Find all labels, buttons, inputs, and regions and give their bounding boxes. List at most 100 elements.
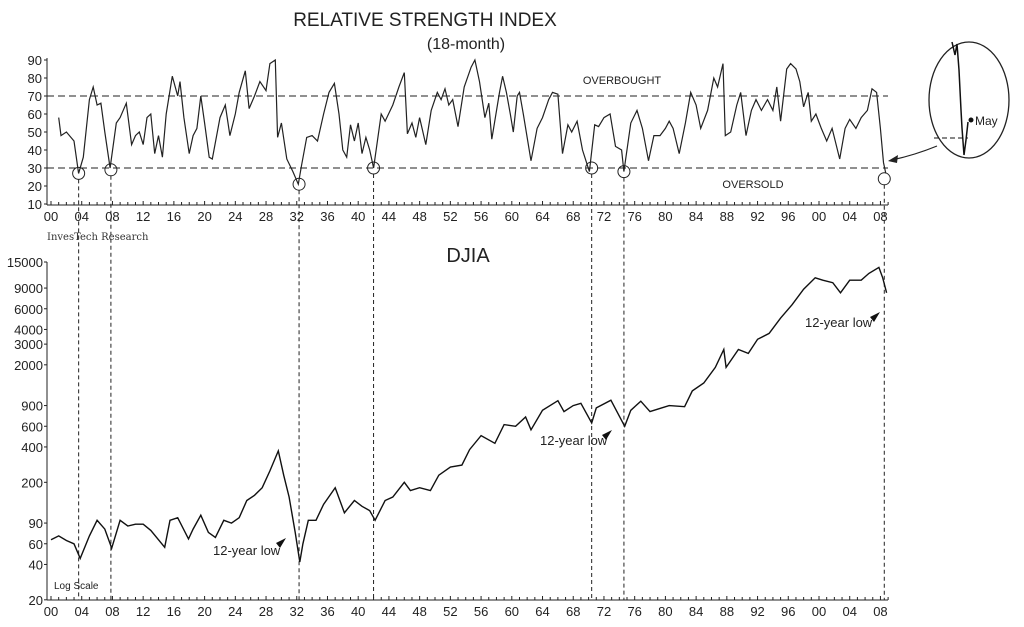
djia-x-tick-label: 80 xyxy=(658,604,672,619)
djia-y-tick-label: 4000 xyxy=(14,322,43,337)
djia-y-tick-label: 2000 xyxy=(14,358,43,373)
djia-x-tick-label: 00 xyxy=(44,604,58,619)
rsi-x-tick-label: 28 xyxy=(259,209,273,224)
djia-x-tick-label: 32 xyxy=(290,604,304,619)
djia-y-tick-label: 40 xyxy=(29,557,43,572)
djia-x-tick-label: 04 xyxy=(842,604,856,619)
djia-y-tick-label: 6000 xyxy=(14,302,43,317)
djia-y-tick-label: 60 xyxy=(29,537,43,552)
rsi-x-tick-label: 48 xyxy=(412,209,426,224)
rsi-x-tick-label: 68 xyxy=(566,209,580,224)
rsi-x-tick-label: 96 xyxy=(781,209,795,224)
djia-y-tick-label: 400 xyxy=(21,440,43,455)
annotation-arrowhead xyxy=(870,312,880,322)
djia-x-tick-label: 68 xyxy=(566,604,580,619)
rsi-title: RELATIVE STRENGTH INDEX xyxy=(293,10,557,31)
rsi-x-tick-label: 32 xyxy=(290,209,304,224)
source-label: InvesTech Research xyxy=(47,232,149,243)
inset-pointer-arrow xyxy=(891,145,938,161)
rsi-ref-label-oversold: OVERSOLD xyxy=(722,179,783,191)
djia-y-tick-label: 3000 xyxy=(14,337,43,352)
rsi-x-tick-label: 00 xyxy=(44,209,58,224)
rsi-x-tick-label: 52 xyxy=(443,209,457,224)
rsi-subtitle: (18-month) xyxy=(427,36,505,53)
rsi-y-tick-label: 90 xyxy=(28,53,42,68)
djia-series-line xyxy=(50,266,888,563)
annotation-arrowhead xyxy=(276,538,286,548)
rsi-x-tick-label: 80 xyxy=(658,209,672,224)
djia-x-tick-label: 72 xyxy=(597,604,611,619)
djia-x-tick-label: 60 xyxy=(505,604,519,619)
djia-y-tick-label: 9000 xyxy=(14,281,43,296)
rsi-x-tick-label: 20 xyxy=(197,209,211,224)
inset-zoom: May xyxy=(888,41,1010,163)
rsi-x-tick-label: 44 xyxy=(382,209,396,224)
annotation-arrowhead xyxy=(602,430,612,440)
djia-x-tick-label: 56 xyxy=(474,604,488,619)
inset-rsi-line xyxy=(951,41,969,156)
rsi-y-tick-label: 50 xyxy=(28,125,42,140)
rsi-x-tick-label: 04 xyxy=(842,209,856,224)
inset-label-may: May xyxy=(975,114,998,128)
rsi-x-tick-label: 00 xyxy=(812,209,826,224)
rsi-x-tick-label: 60 xyxy=(505,209,519,224)
rsi-x-tick-label: 12 xyxy=(136,209,150,224)
djia-y-tick-label: 600 xyxy=(21,419,43,434)
djia-y-tick-label: 15000 xyxy=(7,255,43,270)
inset-pointer-arrowhead xyxy=(888,155,898,163)
rsi-x-tick-label: 92 xyxy=(750,209,764,224)
djia-x-tick-label: 64 xyxy=(535,604,549,619)
rsi-x-tick-label: 16 xyxy=(167,209,181,224)
djia-y-tick-label: 20 xyxy=(29,593,43,608)
djia-x-tick-label: 40 xyxy=(351,604,365,619)
djia-x-tick-label: 52 xyxy=(443,604,457,619)
rsi-y-tick-label: 70 xyxy=(28,89,42,104)
rsi-x-tick-label: 72 xyxy=(597,209,611,224)
djia-x-tick-label: 20 xyxy=(197,604,211,619)
djia-x-tick-label: 08 xyxy=(105,604,119,619)
djia-x-tick-label: 44 xyxy=(382,604,396,619)
djia-y-tick-label: 200 xyxy=(21,475,43,490)
rsi-x-tick-label: 36 xyxy=(320,209,334,224)
rsi-y-tick-label: 60 xyxy=(28,107,42,122)
oversold-marker-circle xyxy=(877,172,891,186)
annotation-12-year-low: 12-year low xyxy=(540,433,608,448)
djia-y-tick-label: 900 xyxy=(21,399,43,414)
djia-x-tick-label: 76 xyxy=(627,604,641,619)
djia-x-tick-label: 92 xyxy=(750,604,764,619)
rsi-x-tick-label: 76 xyxy=(627,209,641,224)
rsi-y-tick-label: 20 xyxy=(28,179,42,194)
djia-x-tick-label: 24 xyxy=(228,604,242,619)
rsi-y-tick-label: 30 xyxy=(28,161,42,176)
djia-x-tick-label: 88 xyxy=(720,604,734,619)
djia-x-tick-label: 48 xyxy=(412,604,426,619)
djia-x-tick-label: 08 xyxy=(873,604,887,619)
djia-x-tick-label: 12 xyxy=(136,604,150,619)
rsi-x-tick-label: 56 xyxy=(474,209,488,224)
rsi-ref-label-overbought: OVERBOUGHT xyxy=(583,75,662,87)
djia-y-tick-label: 90 xyxy=(29,516,43,531)
rsi-x-tick-label: 84 xyxy=(689,209,703,224)
rsi-x-tick-label: 04 xyxy=(74,209,88,224)
rsi-x-tick-label: 88 xyxy=(720,209,734,224)
rsi-x-tick-label: 08 xyxy=(873,209,887,224)
djia-x-tick-label: 16 xyxy=(167,604,181,619)
rsi-x-tick-label: 64 xyxy=(535,209,549,224)
annotation-12-year-low: 12-year low xyxy=(805,315,873,330)
djia-x-tick-label: 28 xyxy=(259,604,273,619)
log-scale-note: Log Scale xyxy=(54,581,99,592)
inset-circle xyxy=(928,41,1010,159)
rsi-x-tick-label: 24 xyxy=(228,209,242,224)
rsi-x-tick-label: 08 xyxy=(105,209,119,224)
djia-x-tick-label: 04 xyxy=(74,604,88,619)
rsi-series-line xyxy=(58,58,887,187)
djia-x-tick-label: 96 xyxy=(781,604,795,619)
djia-x-tick-label: 00 xyxy=(812,604,826,619)
djia-title: DJIA xyxy=(446,245,490,267)
djia-x-tick-label: 84 xyxy=(689,604,703,619)
djia-x-tick-label: 36 xyxy=(320,604,334,619)
rsi-y-tick-label: 10 xyxy=(28,197,42,212)
rsi-x-tick-label: 40 xyxy=(351,209,365,224)
rsi-y-tick-label: 40 xyxy=(28,143,42,158)
